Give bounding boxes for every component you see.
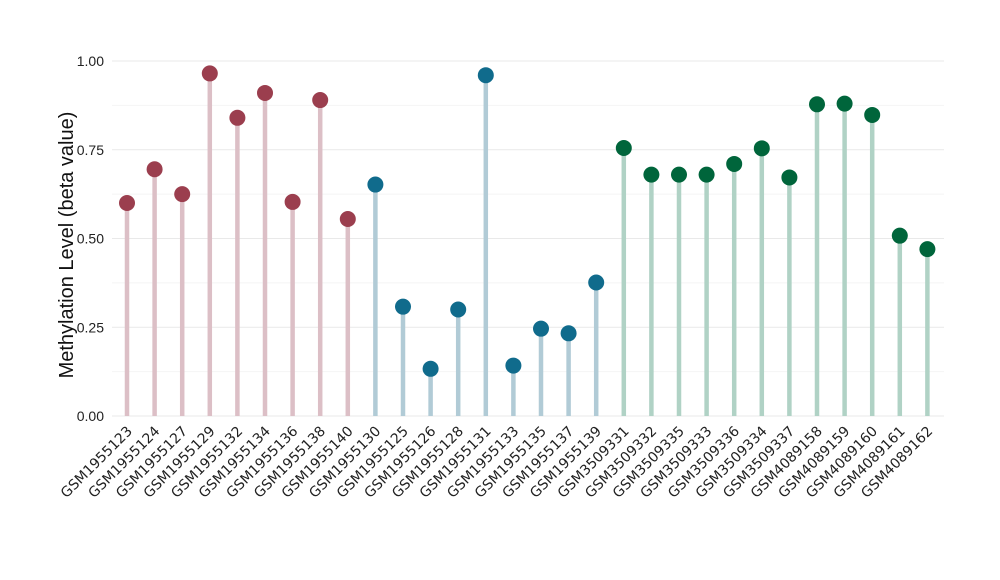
lollipop-point [477,67,494,84]
lollipop-point [339,210,356,227]
lollipop-stems [124,73,930,416]
x-axis-ticks: GSM1955123GSM1955124GSM1955127GSM1955129… [58,423,936,501]
lollipop-point [174,186,191,203]
lollipop-point [119,195,135,211]
y-tick-label: 0.25 [77,319,104,335]
lollipop-point [836,95,853,112]
lollipop-point [864,106,881,123]
lollipop-point [615,139,632,156]
lollipop-point [809,96,825,113]
y-tick-label: 1.00 [77,53,104,69]
grid-lines [112,60,944,417]
lollipop-point [229,109,246,126]
y-tick-label: 0.50 [77,231,104,247]
lollipop-point [560,325,577,342]
lollipop-points [119,65,936,377]
lollipop-point [919,241,936,258]
lollipop-point [395,298,411,315]
lollipop-point [146,161,163,178]
lollipop-point [643,166,660,183]
y-tick-label: 0.00 [77,408,104,424]
lollipop-point [588,274,605,291]
lollipop-point [698,166,715,183]
lollipop-point [201,65,218,82]
lollipop-point [367,176,384,193]
lollipop-point [671,166,687,183]
lollipop-point [450,301,467,318]
y-tick-label: 0.75 [77,142,104,158]
lollipop-point [422,360,439,377]
lollipop-point [781,169,798,186]
y-axis-ticks: 0.00 0.25 0.50 0.75 1.00 [77,53,104,424]
y-axis-title: Methylation Level (beta value) [56,112,78,379]
lollipop-point [726,155,743,172]
lollipop-point [891,227,908,244]
lollipop-point [312,92,329,109]
lollipop-point [533,320,549,337]
lollipop-point [753,140,770,157]
lollipop-point [257,84,273,101]
lollipop-point [284,193,301,210]
lollipop-point [505,357,522,374]
